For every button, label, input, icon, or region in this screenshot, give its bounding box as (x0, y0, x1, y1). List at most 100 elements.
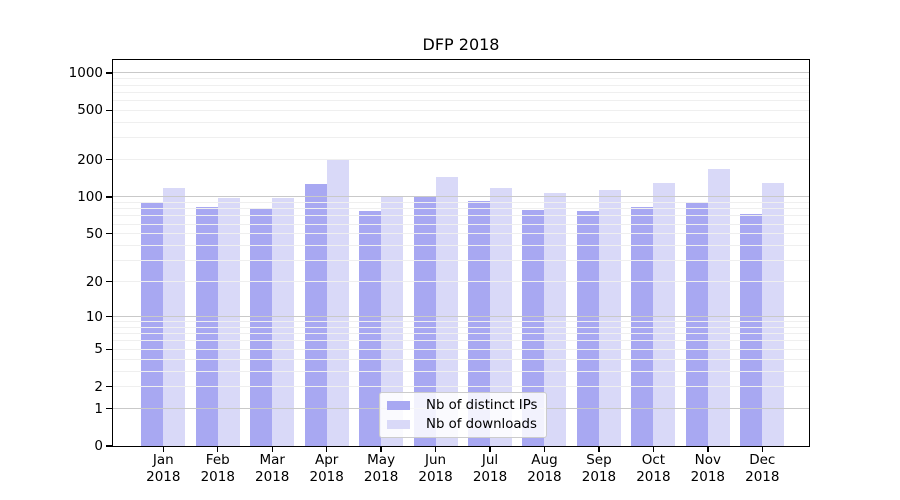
y-tick-label: 1 (94, 400, 103, 417)
x-tick-month: Jan (152, 452, 174, 468)
gridline-minor (113, 326, 809, 328)
legend-item-downloads: Nb of downloads (380, 416, 546, 434)
bar-distinct-ips (740, 214, 763, 446)
y-tick (106, 233, 112, 235)
x-tick-year: 2018 (309, 468, 344, 485)
x-tick (761, 446, 763, 452)
x-tick-label: Mar 2018 (255, 452, 289, 485)
x-tick-month: Mar (259, 452, 285, 468)
x-tick-label: Jan 2018 (146, 452, 180, 485)
bar-distinct-ips (685, 203, 708, 446)
y-tick (106, 348, 112, 350)
bar-downloads (163, 188, 186, 446)
y-tick (106, 158, 112, 161)
legend-label-distinct-ips: Nb of distinct IPs (426, 398, 538, 413)
x-tick (489, 446, 491, 452)
legend: Nb of distinct IPs Nb of downloads (379, 392, 547, 438)
x-tick-month: Sep (586, 452, 612, 468)
gridline-minor (113, 121, 809, 123)
legend-swatch-distinct-ips-icon (387, 400, 410, 411)
x-tick (380, 446, 382, 452)
bar-downloads (544, 193, 567, 446)
x-tick-year: 2018 (690, 468, 726, 485)
bar-downloads (598, 190, 621, 446)
y-tick-label: 500 (77, 102, 103, 119)
gridline-major (113, 316, 809, 318)
x-tick-label: Apr 2018 (309, 452, 343, 485)
bar-distinct-ips (141, 201, 164, 446)
y-tick-label: 10 (85, 308, 103, 325)
x-tick (271, 446, 273, 452)
y-tick-label: 2 (94, 378, 103, 395)
chart-title: DFP 2018 (422, 35, 500, 54)
x-tick (434, 446, 437, 452)
y-tick-label: 1000 (68, 64, 103, 81)
gridline-minor (113, 208, 809, 210)
gridline-minor (113, 223, 809, 225)
x-tick-year: 2018 (255, 468, 290, 485)
gridline-minor (113, 78, 809, 80)
gridline-minor (113, 260, 809, 262)
x-tick-year: 2018 (472, 468, 508, 485)
gridline-minor (113, 91, 809, 93)
bar-downloads (381, 196, 404, 446)
x-tick-year: 2018 (581, 468, 617, 485)
y-tick-label: 200 (77, 151, 103, 168)
gridline-minor (113, 348, 809, 350)
bar-downloads (762, 183, 785, 446)
gridline-minor (113, 281, 809, 283)
y-tick (106, 407, 112, 410)
gridline-minor (113, 340, 809, 342)
bar-distinct-ips (468, 200, 491, 446)
x-tick (707, 446, 709, 452)
bar-distinct-ips (304, 183, 327, 446)
x-tick-year: 2018 (363, 468, 399, 485)
y-tick (106, 72, 112, 74)
bar-downloads (435, 176, 458, 446)
x-tick-label: May 2018 (364, 452, 398, 485)
x-tick-month: Jun (425, 452, 447, 468)
x-tick-label: Aug 2018 (527, 452, 561, 485)
legend-item-distinct-ips: Nb of distinct IPs (380, 397, 546, 415)
gridline-minor (113, 109, 809, 111)
legend-swatch-downloads-icon (387, 419, 410, 430)
x-tick (162, 446, 164, 452)
bar-downloads (490, 188, 513, 446)
x-tick (325, 446, 328, 452)
x-tick-year: 2018 (200, 468, 235, 485)
bar-distinct-ips (576, 211, 599, 446)
y-tick-label: 0 (94, 438, 103, 454)
gridline-minor (113, 244, 809, 246)
y-tick-label: 5 (94, 341, 103, 358)
x-tick (652, 446, 655, 452)
gridline-minor (113, 159, 809, 161)
x-tick-month: May (367, 452, 396, 468)
x-tick-label: Jul 2018 (473, 452, 507, 485)
gridline-minor (113, 100, 809, 102)
x-tick-year: 2018 (527, 468, 562, 485)
x-tick-label: Sep 2018 (582, 452, 616, 485)
bar-downloads (326, 160, 349, 446)
gridline-minor (113, 333, 809, 335)
x-tick-label: Nov 2018 (691, 452, 725, 485)
legend-label-downloads: Nb of downloads (426, 417, 537, 432)
gridline-minor (113, 201, 809, 203)
y-tick-label: 20 (85, 273, 103, 290)
gridline-minor (113, 321, 809, 323)
x-tick-month: Aug (531, 452, 558, 468)
x-tick (598, 446, 600, 452)
y-tick-label: 100 (77, 188, 103, 205)
y-tick (106, 315, 112, 318)
y-tick (106, 196, 112, 198)
x-tick-year: 2018 (418, 468, 453, 485)
gridline-minor (113, 358, 809, 360)
y-tick-label: 50 (85, 225, 103, 242)
x-tick-month: Nov (694, 452, 722, 468)
bar-downloads (653, 182, 676, 446)
x-tick-label: Oct 2018 (636, 452, 670, 485)
y-tick (106, 280, 112, 283)
x-tick-year: 2018 (146, 468, 181, 485)
gridline-major (113, 72, 809, 74)
gridline-minor (113, 233, 809, 235)
